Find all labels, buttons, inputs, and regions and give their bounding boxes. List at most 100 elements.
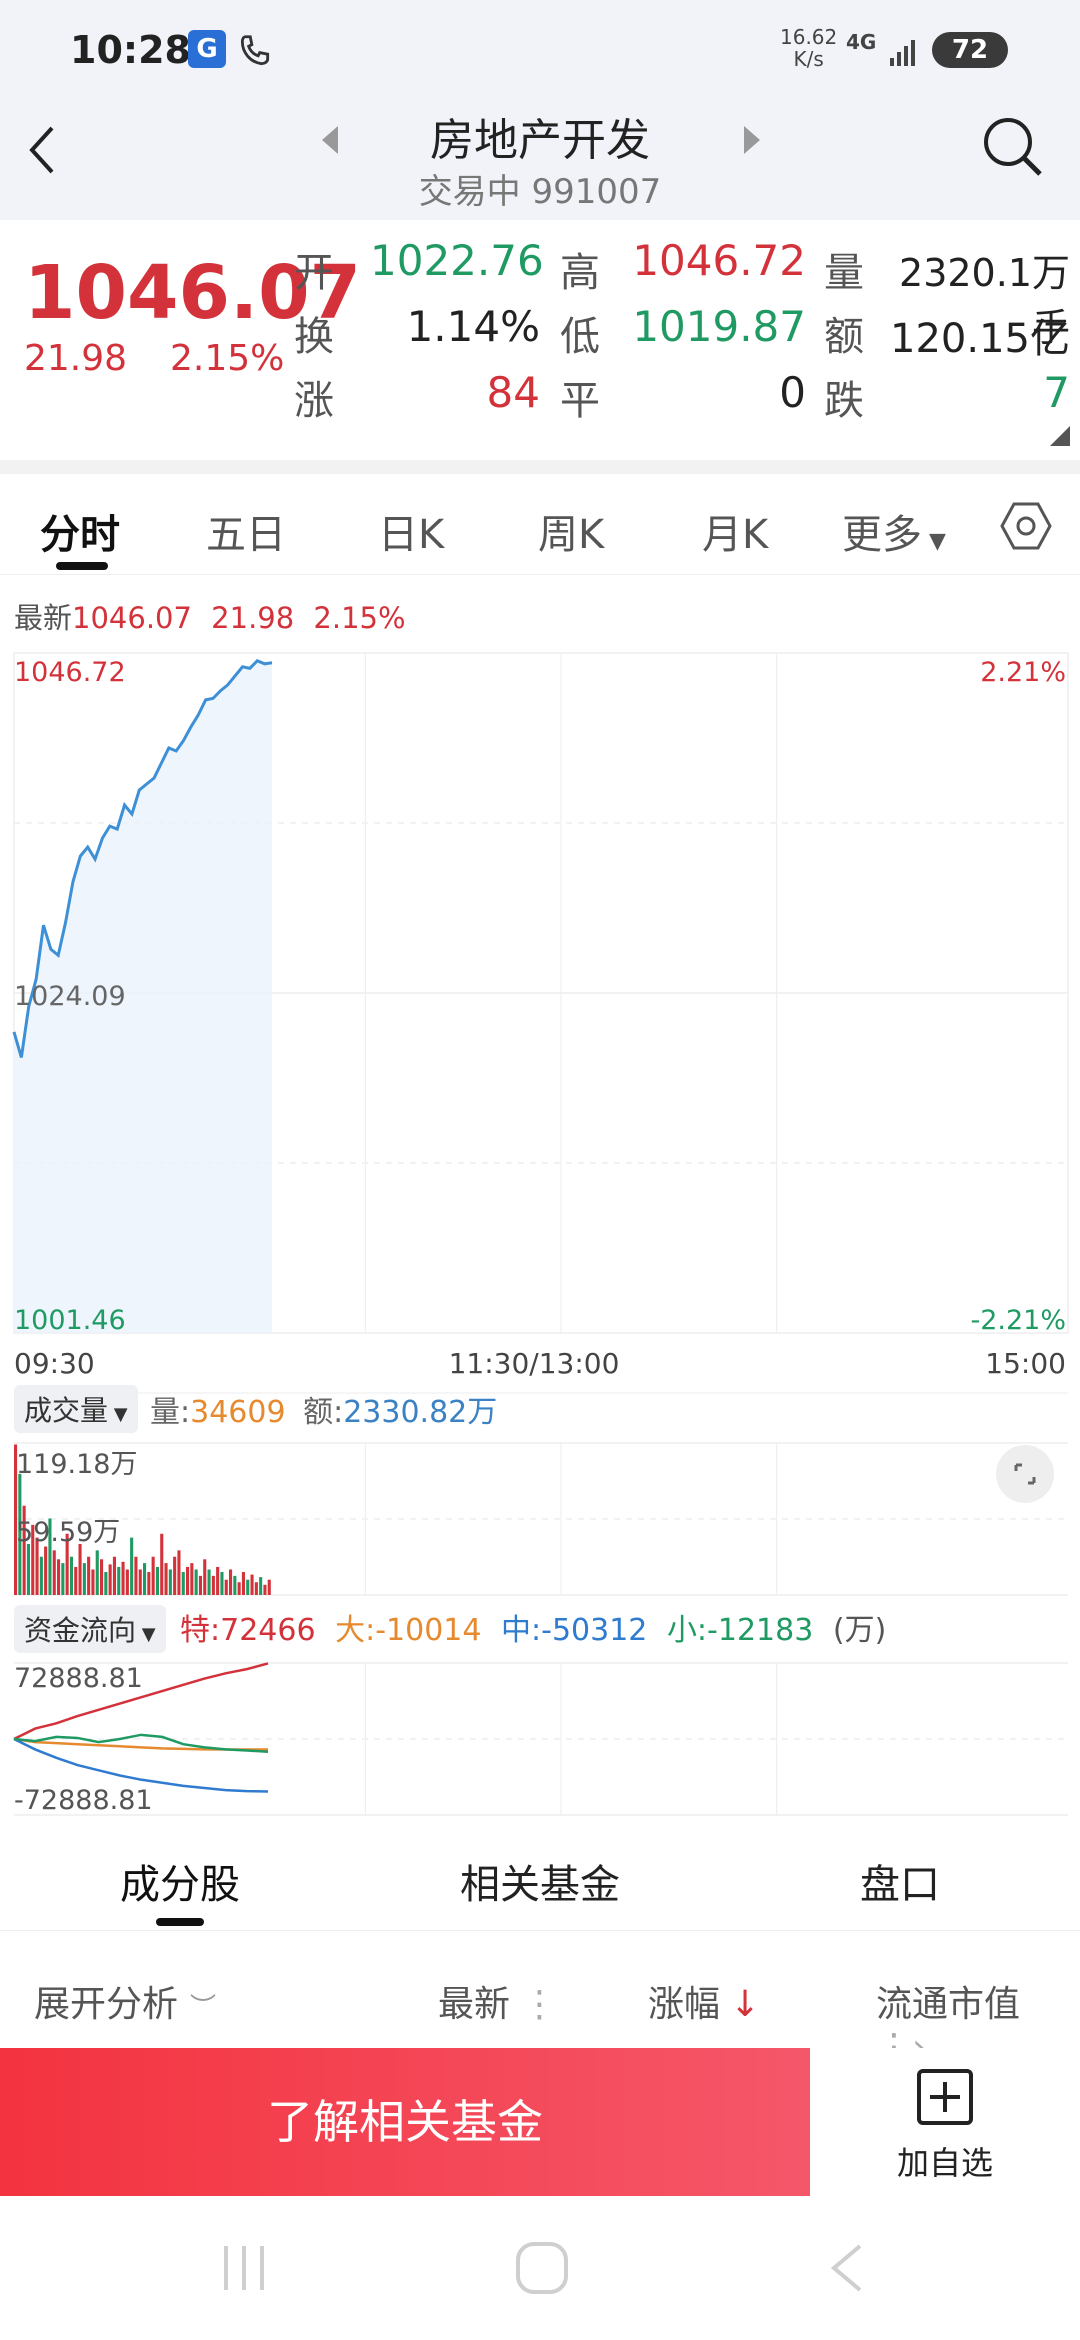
volume-bar bbox=[229, 1569, 233, 1595]
volume-info: 量:34609 额:2330.82万 bbox=[150, 1387, 497, 1431]
latest-label: 最新 bbox=[14, 601, 73, 635]
flow-da: 大:-10014 bbox=[335, 1613, 482, 1648]
tab-intraday[interactable]: 分时 bbox=[40, 512, 120, 558]
open-value: 1022.76 bbox=[370, 236, 544, 285]
volume-bar bbox=[198, 1575, 202, 1595]
bottom-action-bar: 了解相关基金 加自选 bbox=[0, 2048, 1080, 2196]
volume-bar bbox=[48, 1518, 52, 1595]
prev-arrow-icon[interactable] bbox=[320, 124, 342, 156]
volume-bar bbox=[65, 1533, 69, 1595]
flow-unit: (万) bbox=[832, 1613, 887, 1648]
y-tick-mid: 1024.09 bbox=[14, 981, 126, 1012]
volume-bar bbox=[95, 1550, 99, 1595]
up-count: 84 bbox=[486, 368, 540, 417]
volume-bar bbox=[211, 1575, 215, 1595]
flow-dropdown[interactable]: 资金流向 ▼ bbox=[14, 1605, 166, 1653]
flow-line-2 bbox=[13, 1737, 269, 1793]
add-box-icon bbox=[917, 2069, 973, 2125]
related-funds-button[interactable]: 了解相关基金 bbox=[0, 2048, 810, 2196]
up-label: 涨 bbox=[294, 378, 334, 424]
volume-dropdown[interactable]: 成交量 ▼ bbox=[14, 1385, 138, 1433]
net-speed: 16.62 K/s bbox=[780, 25, 838, 71]
volume-bar bbox=[87, 1556, 91, 1595]
back-icon[interactable] bbox=[22, 122, 62, 178]
intraday-chart[interactable]: 1046.72 1024.09 1001.46 2.21% -2.21% 09:30 11:… bbox=[0, 575, 1080, 1825]
volume-bar bbox=[100, 1559, 104, 1595]
volume-bar bbox=[112, 1556, 116, 1595]
volume-bar bbox=[155, 1566, 159, 1595]
volume-bar bbox=[104, 1572, 108, 1595]
volume-bar bbox=[254, 1582, 258, 1595]
volume-qty: 34609 bbox=[190, 1395, 286, 1430]
tab-constituents[interactable]: 成分股 bbox=[120, 1862, 240, 1908]
volume-bar bbox=[57, 1559, 61, 1595]
subtitle: 交易中 991007 bbox=[0, 164, 1080, 213]
volume-amt-label: 额: bbox=[303, 1395, 344, 1430]
fullscreen-button[interactable] bbox=[996, 1445, 1054, 1503]
volume-bar bbox=[18, 1473, 22, 1595]
tab-month-k[interactable]: 月K bbox=[702, 512, 769, 558]
volume-bar bbox=[35, 1537, 39, 1595]
add-watchlist-label: 加自选 bbox=[896, 2144, 993, 2182]
volume-label: 量 bbox=[824, 250, 864, 296]
high-value: 1046.72 bbox=[632, 236, 806, 285]
section-indicator bbox=[156, 1918, 204, 1926]
volume-bar bbox=[134, 1556, 138, 1595]
volume-bar bbox=[203, 1559, 207, 1595]
current-price: 1046.07 bbox=[24, 250, 362, 336]
volume-bar bbox=[241, 1572, 245, 1595]
latest-pct: 2.15% bbox=[313, 601, 406, 635]
down-count: 7 bbox=[1043, 368, 1070, 417]
y-tick-high: 1046.72 bbox=[14, 657, 126, 688]
flow-xiao: 小:-12183 bbox=[666, 1613, 814, 1648]
tab-related-funds[interactable]: 相关基金 bbox=[460, 1862, 620, 1908]
system-nav-bar bbox=[0, 2196, 1080, 2340]
index-code: 991007 bbox=[531, 172, 662, 212]
flow-info: 特:72466 大:-10014 中:-50312 小:-12183 (万) bbox=[180, 1605, 886, 1649]
next-arrow-icon[interactable] bbox=[740, 124, 762, 156]
volume-bar bbox=[224, 1579, 228, 1595]
flow-te: 特:72466 bbox=[180, 1613, 316, 1648]
volume-bar bbox=[31, 1524, 35, 1595]
volume-bar bbox=[246, 1579, 250, 1595]
volume-bar bbox=[151, 1556, 155, 1595]
price-line bbox=[12, 659, 273, 1058]
tab-day-k[interactable]: 日K bbox=[378, 512, 445, 558]
fullscreen-icon bbox=[1014, 1463, 1036, 1485]
col-latest[interactable]: 最新 ⋮ bbox=[438, 1984, 558, 2025]
expand-corner-icon[interactable] bbox=[1050, 426, 1070, 446]
chart-tabs: 分时 五日 日K 周K 月K 更多 ▼ bbox=[0, 474, 1080, 575]
flow-tick-low: -72888.81 bbox=[14, 1785, 153, 1816]
search-icon[interactable] bbox=[980, 114, 1046, 180]
nav-back-icon[interactable] bbox=[820, 2240, 876, 2296]
price-area-fill bbox=[14, 660, 272, 1333]
amount-value: 120.15亿 bbox=[890, 316, 1070, 362]
volume-bar bbox=[237, 1582, 241, 1595]
col-change[interactable]: 涨幅 ↓ bbox=[648, 1984, 761, 2025]
tab-week-k[interactable]: 周K bbox=[538, 512, 605, 558]
flow-line-0 bbox=[13, 1662, 269, 1741]
volume-amt: 2330.82万 bbox=[343, 1395, 498, 1430]
high-label: 高 bbox=[560, 250, 600, 296]
tab-five-day[interactable]: 五日 bbox=[206, 512, 286, 558]
volume-bar bbox=[186, 1566, 190, 1595]
recent-apps-icon[interactable] bbox=[216, 2240, 272, 2296]
volume-bar bbox=[108, 1564, 112, 1595]
volume-bar bbox=[216, 1566, 220, 1595]
tab-order-book[interactable]: 盘口 bbox=[860, 1862, 940, 1908]
volume-bar bbox=[259, 1577, 263, 1595]
amount-label: 额 bbox=[824, 314, 864, 360]
volume-bar bbox=[138, 1569, 142, 1595]
price-change-pct: 2.15% bbox=[170, 338, 285, 379]
status-time: 10:28 bbox=[70, 28, 191, 72]
tab-more[interactable]: 更多 ▼ bbox=[842, 512, 946, 558]
header-bar: 房地产开发 交易中 991007 bbox=[0, 100, 1080, 220]
flow-tick-high: 72888.81 bbox=[14, 1663, 143, 1694]
home-icon[interactable] bbox=[514, 2240, 570, 2296]
chart-area: 最新1046.07 21.98 2.15% 1046.72 1024.09 1001… bbox=[0, 575, 1080, 1825]
volume-bar bbox=[181, 1572, 185, 1595]
add-watchlist-button[interactable]: 加自选 bbox=[810, 2048, 1080, 2196]
volume-bar bbox=[78, 1543, 82, 1595]
expand-analysis[interactable]: 展开分析 ︶ bbox=[34, 1984, 217, 2025]
settings-icon[interactable] bbox=[998, 500, 1054, 552]
